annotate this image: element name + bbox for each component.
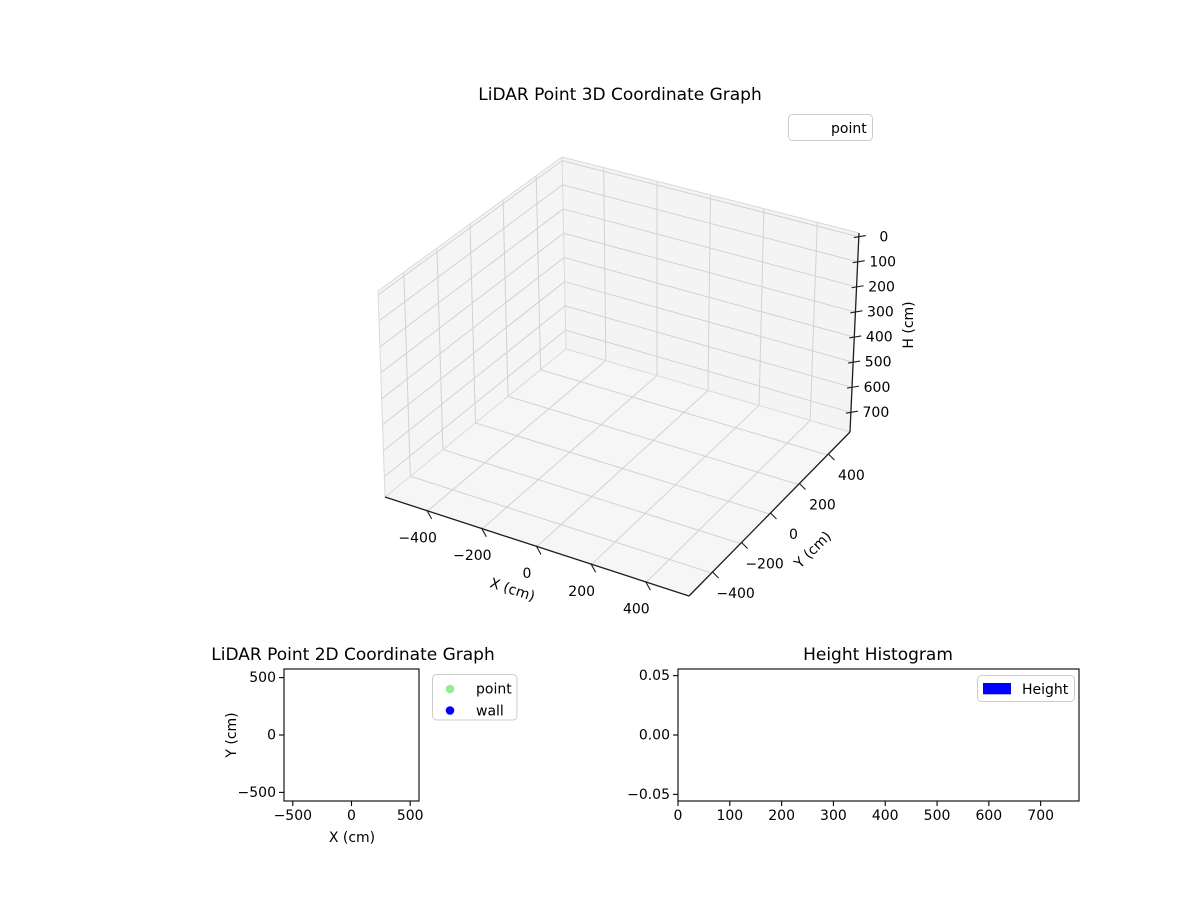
plot3d-panes bbox=[378, 157, 859, 596]
plot2d-legend-label-point: point bbox=[476, 682, 512, 698]
tick-label: 700 bbox=[863, 405, 890, 421]
tick-label: 300 bbox=[867, 305, 894, 321]
tick-label: 400 bbox=[623, 602, 650, 618]
plot3d-gridlines bbox=[377, 160, 859, 583]
tick-label: 0.00 bbox=[639, 728, 670, 744]
hist-tick-marks bbox=[673, 675, 1042, 806]
tick-label: 200 bbox=[868, 279, 895, 295]
hist-axes-frame bbox=[677, 668, 1080, 802]
tick-label: 100 bbox=[869, 254, 896, 270]
plot2d-legend-marker-point bbox=[445, 684, 455, 694]
plot-hist: 0 100 200 300 400 500 600 700 0.05 0.00 −0.05 Heig… bbox=[627, 645, 1080, 824]
plot2d-tick-marks bbox=[279, 677, 411, 806]
plot2d-legend-label-wall: wall bbox=[476, 704, 504, 720]
tick-label: −0.05 bbox=[627, 787, 670, 803]
tick-label: 0 bbox=[879, 229, 888, 245]
tick-label: 600 bbox=[975, 808, 1002, 824]
tick-label: 0 bbox=[789, 527, 798, 543]
tick-label: 400 bbox=[866, 330, 893, 346]
plot2d-title: LiDAR Point 2D Coordinate Graph bbox=[211, 645, 495, 665]
plot2d-xaxis-label: X (cm) bbox=[329, 830, 375, 846]
tick-label: 700 bbox=[1027, 808, 1054, 824]
plot3d-title: LiDAR Point 3D Coordinate Graph bbox=[478, 85, 762, 105]
plot3d-tick-marks bbox=[426, 235, 866, 591]
plot3d-tick-labels: −400−2000200400−400−20002004000100200300… bbox=[398, 229, 896, 617]
plot2d-legend: point wall bbox=[432, 674, 518, 721]
hist-tick-labels: 0 100 200 300 400 500 600 700 0.05 0.00 −0.05 bbox=[627, 668, 1054, 824]
tick-label: 100 bbox=[716, 808, 743, 824]
hist-legend-label-height: Height bbox=[1022, 682, 1069, 698]
tick-label: 200 bbox=[768, 808, 795, 824]
hist-legend-box bbox=[977, 675, 1075, 702]
tick-label: 0 bbox=[347, 808, 356, 824]
tick-label: 0 bbox=[523, 566, 532, 582]
tick-label: −500 bbox=[238, 785, 276, 801]
tick-label: 0 bbox=[267, 728, 276, 744]
tick-label: −400 bbox=[716, 586, 754, 602]
tick-label: −200 bbox=[453, 548, 491, 564]
tick-label: 500 bbox=[249, 670, 276, 686]
tick-label: 500 bbox=[924, 808, 951, 824]
plot2d-axes-frame bbox=[283, 668, 420, 802]
pane bbox=[562, 157, 859, 432]
plot2d-tick-labels: −500 0 500 500 0 −500 bbox=[238, 670, 424, 824]
plot2d: −500 0 500 500 0 −500 LiDAR Point 2D Coordina… bbox=[211, 645, 518, 846]
hist-title: Height Histogram bbox=[803, 645, 953, 665]
plot3d-legend: point bbox=[788, 114, 873, 141]
tick-label: −400 bbox=[398, 530, 436, 546]
tick-label: 500 bbox=[397, 808, 424, 824]
tick-label: −500 bbox=[274, 808, 312, 824]
plot2d-legend-marker-wall bbox=[445, 706, 455, 715]
tick-label: 600 bbox=[864, 380, 891, 396]
tick-label: 0 bbox=[674, 808, 683, 824]
plot3d-box-edges bbox=[377, 156, 860, 498]
hist-legend: Height bbox=[977, 675, 1075, 702]
tick-label: −200 bbox=[745, 556, 783, 572]
plot3d-zaxis-label: H (cm) bbox=[901, 301, 917, 348]
tick-label: 400 bbox=[838, 468, 865, 484]
hist-legend-swatch-height bbox=[983, 683, 1011, 695]
tick-label: 0.05 bbox=[639, 668, 670, 684]
plot3d: −400−2000200400−400−20002004000100200300… bbox=[377, 85, 917, 618]
tick-label: 500 bbox=[865, 355, 892, 371]
plot2d-yaxis-label: Y (cm) bbox=[224, 712, 240, 758]
tick-label: 300 bbox=[820, 808, 847, 824]
tick-label: 200 bbox=[809, 498, 836, 514]
plot3d-legend-box bbox=[788, 114, 873, 141]
tick-label: 400 bbox=[872, 808, 899, 824]
plot3d-legend-label-point: point bbox=[831, 121, 867, 137]
tick-label: 200 bbox=[568, 584, 595, 600]
